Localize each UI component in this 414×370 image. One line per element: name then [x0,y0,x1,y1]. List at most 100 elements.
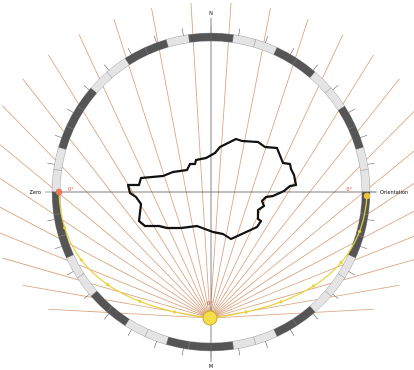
building-outline [126,137,298,241]
sun-ray [22,78,211,319]
ring-tick [238,28,241,36]
ring-segment [210,341,234,352]
east-horizon-marker [363,192,371,200]
ring-tick [332,293,339,299]
ring-tick [127,48,132,55]
ring-tick [360,134,368,138]
east-label: Orientation [380,190,408,196]
ring-segment [124,47,149,66]
sun-path-marker [311,284,316,288]
ring-tick [312,313,318,320]
ring-segment [348,234,364,259]
ring-segment [165,34,190,48]
ring-tick [181,28,184,36]
sun-ray [209,18,309,319]
sun-ray [0,144,211,319]
sun-ray [209,150,414,319]
sun-icon [202,310,218,326]
sun-ray [0,177,211,319]
ring-segment [165,336,190,350]
ring-tick [67,271,74,276]
ring-segment [144,329,169,345]
sun-path-marker [244,310,248,314]
ring-tick [47,162,55,165]
ring-segment [76,87,98,111]
ring-tick [348,108,355,113]
ring-tick [290,329,295,336]
sun-ray [113,18,211,319]
ring-segment [144,39,169,55]
ring-segment [292,305,316,327]
ring-tick [367,162,375,165]
sun-ray [209,259,414,319]
sun-ray [0,232,211,319]
ring-segment [188,32,212,43]
ring-tick [312,64,318,71]
ring-tick [127,329,132,336]
ring-tick [47,219,55,222]
ring-segment [188,341,212,352]
sun-ray [190,2,211,319]
sun-ray [209,308,374,319]
sun-ray [209,235,414,319]
sun-ray [209,183,414,319]
ring-segment [360,169,371,193]
east-value-label: 0° [346,187,352,193]
compass-ring [45,26,377,358]
sun-ray [151,8,211,319]
ring-segment [355,146,369,171]
ring-segment [253,329,278,345]
ring-tick [265,341,269,349]
ring-segment [337,254,356,279]
west-label: Zero [29,190,41,196]
sun-path-marker [63,226,67,230]
ring-segment [273,47,298,66]
sun-path-marker [279,300,283,304]
ring-segment [232,34,257,48]
ring-tick [83,293,90,299]
ring-tick [290,48,295,55]
ring-segment [253,39,278,55]
ring-segment [58,234,74,259]
ring-tick [54,246,62,250]
sun-ray [0,206,211,319]
north-label: N [209,11,213,17]
ring-tick [104,64,110,71]
ring-segment [210,32,234,43]
sun-ray [209,210,414,319]
sun-ray [2,257,211,319]
ring-segment [66,105,85,130]
sun-ray [48,308,211,319]
ring-segment [309,71,332,94]
ring-segment [348,125,364,150]
ring-segment [337,105,356,130]
ring-tick [238,348,241,356]
sun-ray [209,78,400,319]
ring-tick [83,85,90,91]
sun-ray [2,105,211,319]
sun-path-marker [106,283,110,287]
ring-segment [273,318,298,337]
sun-rays [0,2,414,319]
sun-value-label: 0° [207,301,213,307]
ring-tick [153,35,157,43]
ring-segment [324,87,346,111]
ring-segment [106,57,130,79]
sun-ray [209,110,414,319]
ring-segment [124,318,149,337]
ring-tick [265,35,269,43]
ring-segment [324,273,346,297]
ring-tick [367,219,375,222]
sun-path-marker [172,310,177,314]
ring-segment [292,57,316,79]
sun-path-marker [357,229,362,234]
sun-ray [209,2,232,319]
ring-tick [360,246,368,250]
west-horizon-marker [55,188,63,196]
west-value-label: 0° [68,187,74,193]
sun-path-marker [79,258,83,262]
ring-segment [51,169,62,193]
compass-axes [52,18,376,362]
ring-segment [106,305,130,327]
ring-segment [58,125,74,150]
